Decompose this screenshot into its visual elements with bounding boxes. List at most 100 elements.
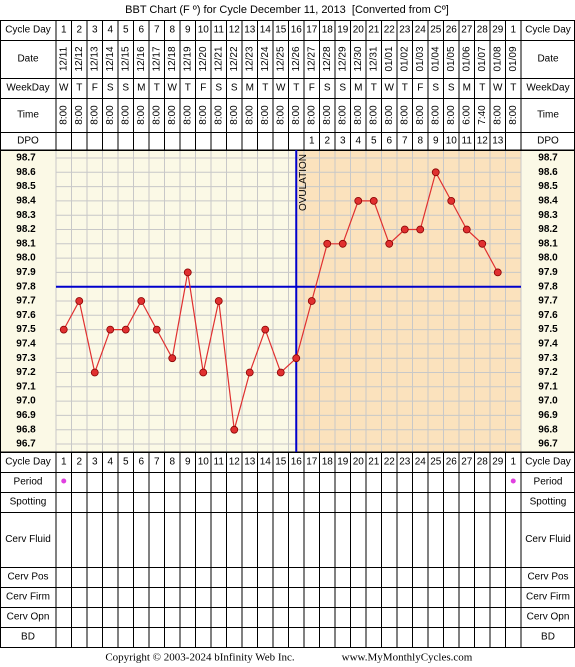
website: www.MyMonthlyCycles.com	[342, 652, 473, 664]
date: 12/28	[322, 46, 333, 71]
y-tick-label-right: 97.5	[538, 324, 558, 335]
cycle-day: 19	[337, 457, 349, 468]
weekday: S	[432, 83, 439, 94]
y-tick-label: 98.2	[16, 224, 36, 235]
y-tick-label-right: 98.1	[538, 238, 558, 249]
temp-point	[230, 425, 239, 434]
row-label: Cerv Opn	[7, 612, 50, 623]
date: 12/21	[213, 46, 224, 71]
cycle-day: 13	[244, 25, 256, 36]
temp-point	[90, 368, 99, 377]
y-tick-label: 96.8	[16, 424, 36, 435]
row-label: Cycle Day	[525, 457, 571, 468]
time: 8:00	[275, 105, 286, 125]
cycle-day: 12	[229, 457, 241, 468]
temp-point	[59, 325, 68, 334]
temp-point	[323, 239, 332, 248]
y-tick-label-right: 96.9	[538, 410, 558, 421]
y-tick-label-right: 96.8	[538, 424, 558, 435]
time: 6:00	[461, 105, 472, 125]
cycle-day: 24	[415, 457, 427, 468]
row-label: DPO	[537, 136, 559, 147]
time: 8:00	[136, 105, 147, 125]
temp-point	[292, 354, 301, 363]
date: 12/19	[182, 46, 193, 71]
y-tick-label: 97.8	[16, 281, 36, 292]
cycle-day: 23	[399, 457, 411, 468]
temp-point	[276, 368, 285, 377]
cycle-day: 2	[76, 25, 82, 36]
cycle-day: 25	[430, 457, 442, 468]
dpo: 4	[355, 136, 361, 147]
row-label: Time	[17, 110, 39, 121]
y-tick-label: 98.4	[16, 196, 36, 207]
temp-point	[447, 196, 456, 205]
weekday: T	[510, 83, 516, 94]
y-tick-label-right: 97.9	[538, 267, 558, 278]
weekday: M	[354, 83, 362, 94]
time: 8:00	[337, 105, 348, 125]
cycle-day: 7	[154, 25, 160, 36]
weekday: W	[59, 83, 69, 94]
side-bg	[0, 150, 56, 452]
cycle-day: 13	[244, 457, 256, 468]
date: 01/06	[461, 46, 472, 71]
weekday: S	[215, 83, 222, 94]
weekday: T	[402, 83, 408, 94]
side-bg	[521, 150, 575, 452]
cycle-day: 26	[446, 25, 458, 36]
cycle-day: 16	[291, 25, 303, 36]
date: 01/07	[477, 46, 488, 71]
time: 8:00	[306, 105, 317, 125]
date: 12/26	[291, 46, 302, 71]
weekday: F	[417, 83, 423, 94]
cycle-day: 15	[275, 25, 287, 36]
row-label: BD	[541, 632, 555, 643]
date: 12/11	[58, 46, 69, 71]
cycle-day: 5	[123, 25, 129, 36]
date: 12/30	[353, 46, 364, 71]
time: 8:00	[508, 105, 519, 125]
date: 12/16	[136, 46, 147, 71]
cycle-day: 7	[154, 457, 160, 468]
cycle-day: 16	[291, 457, 303, 468]
y-tick-label: 97.5	[16, 324, 36, 335]
temp-point	[462, 225, 471, 234]
chart-title: BBT Chart (F º) for Cycle December 11, 2…	[125, 4, 449, 16]
y-tick-label: 98.6	[16, 167, 36, 178]
dpo: 3	[340, 136, 346, 147]
date: 12/12	[74, 46, 85, 71]
y-tick-label-right: 97.8	[538, 281, 558, 292]
weekday: S	[448, 83, 455, 94]
time: 8:00	[151, 105, 162, 125]
temp-point	[431, 168, 440, 177]
y-tick-label: 97.2	[16, 367, 36, 378]
cycle-day: 11	[214, 25, 225, 36]
row-label: Date	[537, 54, 559, 65]
cycle-day: 26	[446, 457, 458, 468]
time: 8:00	[74, 105, 85, 125]
weekday: S	[339, 83, 346, 94]
cycle-day: 12	[229, 25, 241, 36]
time: 8:00	[198, 105, 209, 125]
temp-point	[106, 325, 115, 334]
temp-point	[261, 325, 270, 334]
time: 8:00	[120, 105, 131, 125]
time: 8:00	[244, 105, 255, 125]
weekday: W	[385, 83, 395, 94]
weekday: T	[371, 83, 377, 94]
row-label: WeekDay	[526, 83, 569, 94]
weekday: F	[92, 83, 98, 94]
cycle-day: 29	[492, 457, 504, 468]
cycle-day: 17	[306, 457, 318, 468]
temp-point	[137, 297, 146, 305]
cycle-day: 20	[353, 457, 365, 468]
y-tick-label: 97.1	[16, 381, 36, 392]
cycle-day: 5	[123, 457, 129, 468]
date: 01/01	[384, 46, 395, 71]
dpo: 1	[309, 136, 315, 147]
time: 8:00	[182, 105, 193, 125]
date: 12/24	[260, 46, 271, 71]
dpo: 2	[324, 136, 330, 147]
time: 8:00	[89, 105, 100, 125]
